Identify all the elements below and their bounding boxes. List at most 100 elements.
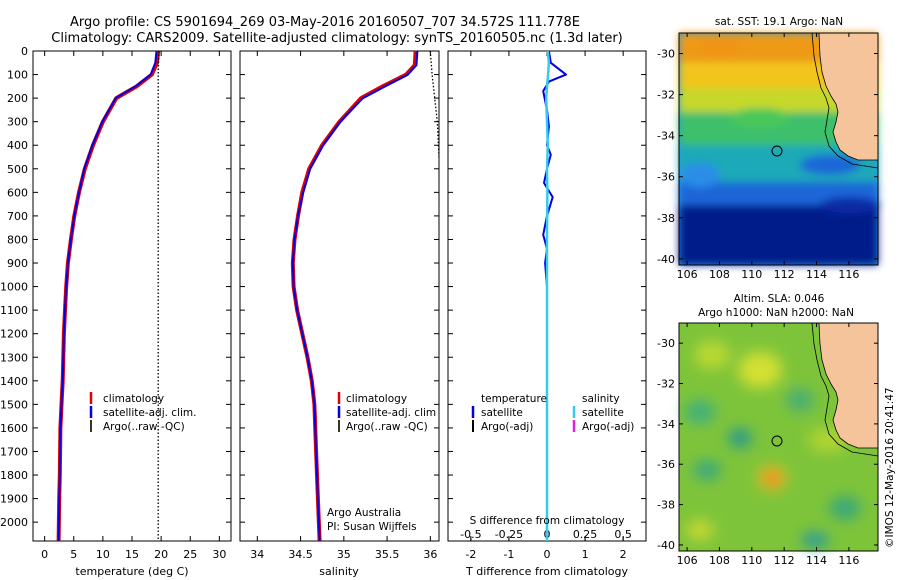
x-tick-label: -2 (465, 548, 476, 561)
lat-tick-label: -38 (657, 212, 675, 225)
sla-blob-2 (738, 352, 782, 388)
salinity-panel-frame (239, 50, 440, 542)
salinity-xlabel: salinity (319, 565, 359, 578)
temperature-xlabel: temperature (deg C) (75, 565, 188, 578)
lat-tick-label: -38 (657, 499, 675, 512)
sst-patch-3 (680, 163, 720, 187)
depth-tick-label: 700 (7, 210, 28, 223)
salinity-climatology-line (290, 51, 418, 541)
sla-map-title-2: Argo h1000: NaN h2000: NaN (698, 307, 854, 319)
lat-tick-label: -40 (657, 253, 675, 266)
lon-tick-label: 108 (709, 554, 730, 567)
sla-blob-9 (829, 496, 861, 520)
lon-tick-label: 110 (741, 554, 762, 567)
sst-patch-5 (820, 197, 880, 213)
x-tick-label: -1 (503, 548, 514, 561)
difference-legend: temperature salinity satellite Argo(-adj… (471, 393, 634, 433)
legend-label-climatology: climatology (103, 393, 164, 405)
depth-tick-label: 500 (7, 163, 28, 176)
temperature-argo-line (157, 51, 160, 541)
depth-tick-label: 100 (7, 69, 28, 82)
x-tick-label: 1 (582, 548, 589, 561)
lat-tick-label: -32 (657, 378, 675, 391)
credit-line-2: PI: Susan Wijffels (327, 521, 417, 533)
difference-xlabel: T difference from climatology (465, 565, 628, 578)
sla-blob-4 (728, 428, 752, 448)
x-tick-label: 35.5 (375, 548, 400, 561)
legend-label-s-satellite: satellite (582, 407, 624, 419)
lon-tick-label: 108 (709, 268, 730, 281)
lat-tick-label: -36 (657, 458, 675, 471)
sla-profile-marker (771, 435, 783, 447)
salinity-legend: climatology satellite-adj. clim Argo(..r… (327, 392, 436, 533)
lat-tick-label: -30 (657, 48, 675, 61)
difference-series (542, 51, 567, 541)
lat-tick-label: -30 (657, 337, 675, 350)
sst-map (678, 32, 880, 266)
sst-isobath (811, 32, 879, 169)
lon-tick-label: 106 (677, 268, 698, 281)
depth-tick-label: 1400 (0, 375, 28, 388)
sst-patch-2 (730, 108, 790, 128)
lat-tick-label: -34 (657, 130, 675, 143)
x-tick-label: 34 (250, 548, 264, 561)
sst-patch-1 (698, 36, 742, 56)
lon-tick-label: 116 (838, 268, 859, 281)
sla-land (818, 322, 879, 449)
lon-tick-label: 116 (838, 554, 859, 567)
x-tick-label: 35 (337, 548, 351, 561)
lon-tick-label: 114 (806, 268, 827, 281)
sst-band-dark (679, 205, 878, 265)
sla-isobath (811, 322, 879, 457)
sla-blob-10 (786, 388, 814, 412)
temperature-series (56, 51, 161, 541)
legend-label-satellite: satellite-adj. clim. (103, 407, 196, 419)
salinity-x-axis: 34 34.5 35 35.5 36 (250, 51, 437, 561)
lat-tick-label: -40 (657, 539, 675, 552)
depth-tick-label: 800 (7, 233, 28, 246)
depth-tick-label: 300 (7, 116, 28, 129)
depth-axis: 0 100 200 300 400 500 600 700 800 900 1000 1100 1200… (0, 45, 646, 529)
sst-map-title: sat. SST: 19.1 Argo: NaN (715, 16, 843, 28)
sla-blob-3 (684, 400, 716, 424)
temperature-panel-frame (32, 50, 232, 542)
sla-blob-11 (686, 520, 714, 540)
x-tick-label: 15 (125, 548, 139, 561)
depth-tick-label: 1800 (0, 469, 28, 482)
depth-tick-label: 2000 (0, 516, 28, 529)
depth-tick-label: 1700 (0, 445, 28, 458)
sla-blob-12 (801, 532, 829, 548)
header-line-1: Argo profile: CS 5901694_269 03-May-2016… (70, 15, 580, 30)
sla-map-title-1: Altim. SLA: 0.046 (734, 293, 825, 305)
sla-blob-1 (694, 341, 730, 369)
legend-label-satellite: satellite-adj. clim (346, 407, 436, 419)
lat-tick-label: -32 (657, 89, 675, 102)
salinity-satellite-line (291, 51, 419, 541)
sla-blob-7 (765, 472, 779, 484)
lon-tick-label: 110 (741, 268, 762, 281)
legend-label-argo: Argo(..raw -QC) (346, 421, 428, 433)
x-tick-label: 25 (183, 548, 197, 561)
legend-label-s-argo: Argo(-adj) (582, 421, 634, 433)
lon-tick-label: 112 (774, 554, 795, 567)
lon-tick-label: 106 (677, 554, 698, 567)
salinity-argo-line (429, 51, 439, 158)
x-tick-label: 36 (423, 548, 437, 561)
legend-label-climatology: climatology (346, 393, 407, 405)
depth-tick-label: 1900 (0, 493, 28, 506)
temperature-climatology-line (56, 51, 161, 541)
temperature-x-axis: 0 5 10 15 20 25 30 (41, 51, 226, 561)
sst-profile-marker (771, 145, 783, 157)
lon-tick-label: 112 (774, 268, 795, 281)
s-tick-label: 0.25 (573, 528, 598, 541)
sst-land (818, 32, 879, 161)
x-tick-label: 20 (154, 548, 168, 561)
x-tick-label: 5 (70, 548, 77, 561)
x-tick-label: 34.5 (288, 548, 313, 561)
s-difference-label: S difference from climatology (470, 515, 625, 527)
depth-tick-label: 900 (7, 257, 28, 270)
x-tick-label: 2 (620, 548, 627, 561)
depth-tick-label: 1200 (0, 328, 28, 341)
